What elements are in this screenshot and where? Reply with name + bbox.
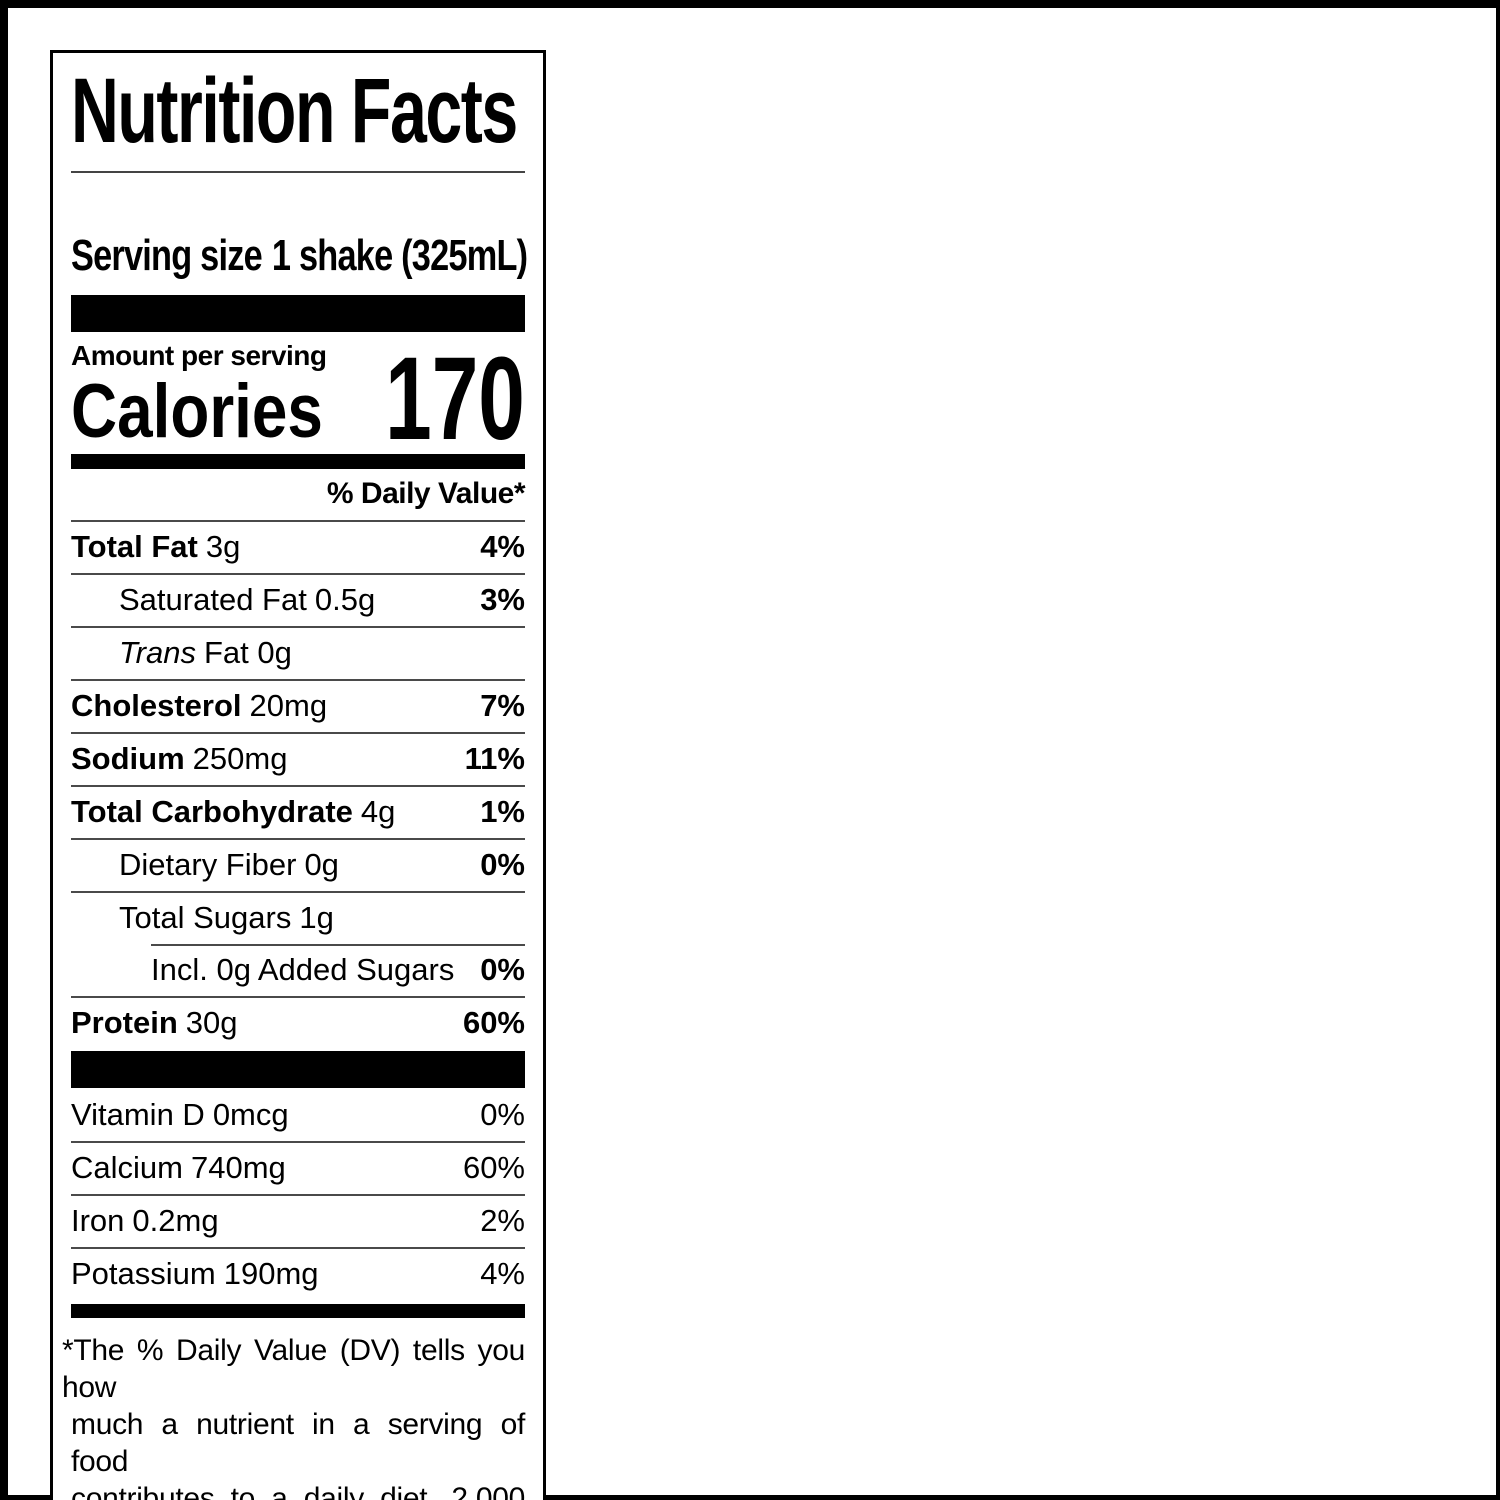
nutrient-dv: 2% [480,1203,525,1238]
nutrition-facts-panel: Nutrition Facts Serving size 1 shake (32… [50,50,546,1500]
nutrient-row-cholesterol: Cholesterol 20mg 7% [71,679,525,732]
nutrient-dv: 60% [462,1005,525,1040]
nutrient-name: Potassium [71,1256,216,1291]
nutrient-name-amount: Sodium 250mg [71,741,287,777]
nutrient-row-dietary-fiber: Dietary Fiber 0g 0% [71,838,525,891]
nutrient-name: Incl. 0g Added Sugars [151,952,455,987]
nutrient-dv: 4% [480,529,525,564]
nutrient-row-total-sugars: Total Sugars 1g [71,891,525,944]
nutrient-dv: 0% [480,952,525,987]
nutrient-name: Total Fat [71,529,198,564]
nutrient-amount: 4g [360,794,396,829]
nutrient-row-sodium: Sodium 250mg 11% [71,732,525,785]
divider-bar-thick-top [71,295,525,332]
nutrient-row-added-sugars: Incl. 0g Added Sugars 0% [71,946,525,996]
footnote-line: contributes to a daily diet. 2,000 calor… [71,1482,525,1500]
spacer [71,173,525,229]
nutrient-name-amount: Trans Fat 0g [119,635,292,671]
nutrient-amount: 3g [205,529,241,564]
nutrient-row-saturated-fat: Saturated Fat 0.5g 3% [71,573,525,626]
nutrient-name: Dietary Fiber [119,847,297,882]
nutrient-amount: 20mg [249,688,328,723]
nutrient-amount: Fat 0g [203,635,292,670]
nutrient-name-amount: Calcium 740mg [71,1150,286,1186]
nutrient-name-amount: Saturated Fat 0.5g [119,582,375,618]
nutrient-dv: 0% [480,847,525,882]
divider-bar-medium [71,454,525,469]
nutrient-amount: 1g [299,900,334,935]
nutrient-name: Vitamin D [71,1097,205,1132]
nutrient-dv: 11% [464,741,525,776]
daily-value-header: % Daily Value* [326,477,526,510]
calories-value: 170 [385,333,525,466]
nutrient-dv: 60% [462,1150,525,1185]
nutrient-name: Protein [71,1005,178,1040]
nutrient-name: Total Sugars [119,900,292,935]
calories-block: Amount per serving Calories 170 [71,340,525,458]
daily-value-footnote: *The % Daily Value (DV) tells you how mu… [62,1332,525,1500]
nutrient-name-amount: Protein 30g [71,1005,238,1041]
nutrient-name: Calcium [71,1150,183,1185]
micronutrients-section: Vitamin D 0mcg 0% Calcium 740mg 60% Iron 0.… [71,1090,525,1300]
nutrient-dv: 3% [480,582,525,617]
divider-bar-thin-bottom [71,1304,525,1318]
nutrient-name-amount: Iron 0.2mg [71,1203,219,1239]
nutrient-name: Iron [71,1203,125,1238]
nutrient-name-amount: Vitamin D 0mcg [71,1097,289,1133]
nutrient-amount: 740mg [190,1150,286,1185]
nutrient-name-amount: Total Fat 3g [71,529,240,565]
nutrient-row-trans-fat: Trans Fat 0g [71,626,525,679]
nutrient-name-amount: Cholesterol 20mg [71,688,327,724]
nutrient-dv: 1% [480,794,525,829]
nutrient-amount: 0.2mg [132,1203,219,1238]
micronutrient-row-calcium: Calcium 740mg 60% [71,1141,525,1194]
serving-size-row: Serving size 1 shake (325mL) [71,231,528,281]
nutrient-row-total-fat: Total Fat 3g 4% [71,520,525,573]
nutrient-dv: 7% [480,688,525,723]
micronutrient-row-potassium: Potassium 190mg 4% [71,1247,525,1300]
nutrient-name: Saturated Fat [119,582,307,617]
micronutrient-row-iron: Iron 0.2mg 2% [71,1194,525,1247]
nutrient-row-total-carbohydrate: Total Carbohydrate 4g 1% [71,785,525,838]
nutrient-name: Cholesterol [71,688,242,723]
nutrient-row-protein: Protein 30g 60% [71,996,525,1049]
nutrient-amount: 250mg [192,741,288,776]
nutrient-amount: 190mg [223,1256,319,1291]
amount-per-serving-label: Amount per serving [71,340,327,371]
nutrient-amount: 30g [185,1005,238,1040]
nutrient-name-amount: Total Sugars 1g [119,900,334,936]
footnote-line: much a nutrient in a serving of food [71,1408,525,1478]
indented-divider [151,944,525,946]
serving-size-value: 1 shake (325mL) [271,231,528,280]
nutrient-dv: 0% [480,1097,525,1132]
calories-label: Calories [71,369,323,454]
nutrient-dv: 4% [480,1256,525,1291]
nutrient-name: Total Carbohydrate [71,794,353,829]
nutrient-amount: 0.5g [314,582,376,617]
divider-bar-thick-middle [71,1051,525,1088]
nutrient-name-amount: Incl. 0g Added Sugars [151,952,454,988]
nutrient-name-amount: Dietary Fiber 0g [119,847,339,883]
nutrient-name-amount: Total Carbohydrate 4g [71,794,395,830]
nutrient-amount: 0g [304,847,339,882]
serving-size-label: Serving size [71,231,263,280]
nutrient-name: Trans [119,635,196,670]
footnote-line: *The % Daily Value (DV) tells you how [62,1334,525,1404]
title-divider [71,171,525,173]
nutrient-name-amount: Potassium 190mg [71,1256,319,1292]
panel-title: Nutrition Facts [71,60,518,162]
micronutrient-row-vitamin-d: Vitamin D 0mcg 0% [71,1090,525,1141]
nutrient-amount: 0mcg [212,1097,289,1132]
nutrient-name: Sodium [71,741,185,776]
